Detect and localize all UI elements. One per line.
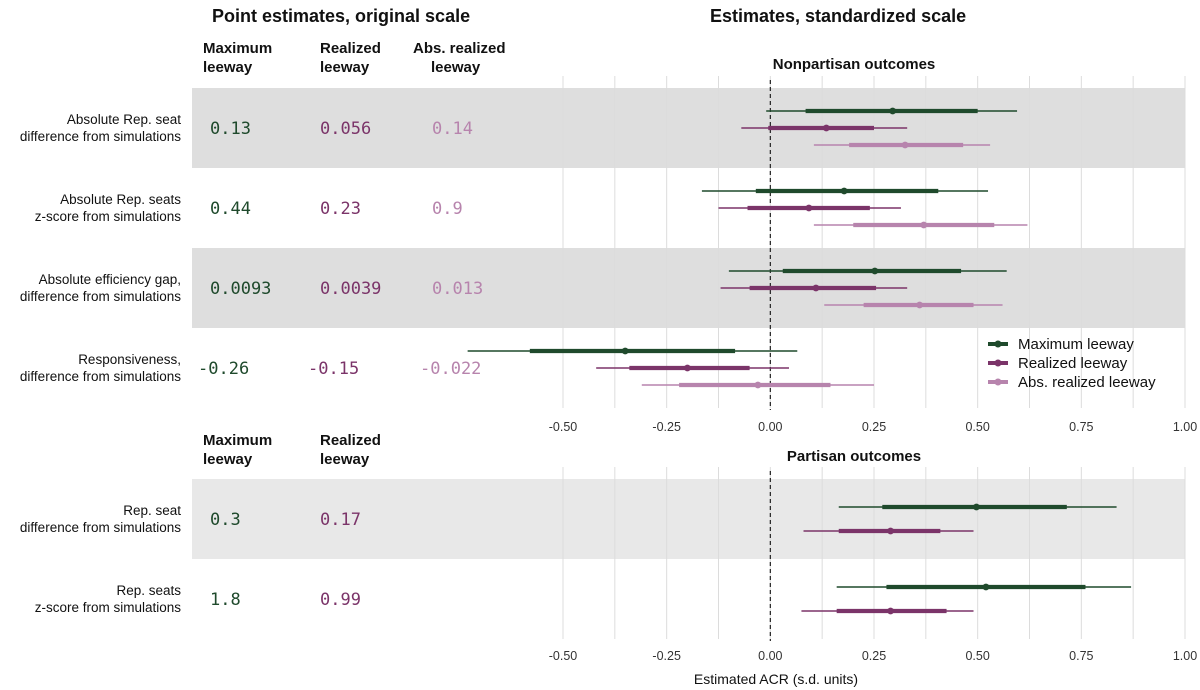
point-estimate-value: -0.022 <box>420 359 481 379</box>
column-header-line1: Maximum <box>203 432 272 449</box>
point-estimate-dot <box>805 204 813 212</box>
x-tick-label: 0.25 <box>862 420 886 434</box>
x-tick-label: -0.50 <box>549 420 578 434</box>
point-estimate-dot <box>916 301 924 309</box>
point-estimate-dot <box>871 267 879 275</box>
row-label-line2: z-score from simulations <box>35 600 182 615</box>
point-estimate-value: 0.44 <box>210 199 251 219</box>
column-header-line1: Realized <box>320 432 381 449</box>
x-tick-label: 0.00 <box>758 649 782 663</box>
point-estimate-dot <box>621 347 629 355</box>
legend-label: Abs. realized leeway <box>1018 374 1156 391</box>
point-estimate-value: 0.23 <box>320 199 361 219</box>
x-tick-label: 0.50 <box>965 649 989 663</box>
point-estimate-dot <box>812 284 820 292</box>
point-estimate-value: 0.9 <box>432 199 463 219</box>
legend-label: Realized leeway <box>1018 355 1128 372</box>
x-tick-label: 1.00 <box>1173 649 1197 663</box>
panel-title: Nonpartisan outcomes <box>773 56 936 73</box>
x-tick-label: 0.75 <box>1069 649 1093 663</box>
point-estimate-dot <box>887 527 894 535</box>
point-estimate-value: 0.013 <box>432 279 483 299</box>
point-estimate-dot <box>754 381 762 389</box>
point-estimate-dot <box>684 364 691 372</box>
point-estimate-dot <box>840 187 848 195</box>
row-label-line2: difference from simulations <box>20 129 181 144</box>
point-estimate-dot <box>982 583 990 591</box>
point-estimate-value: 0.0093 <box>210 279 271 299</box>
row-band <box>192 248 1185 328</box>
point-estimate-value: 1.8 <box>210 590 241 610</box>
right-section-title: Estimates, standardized scale <box>710 6 966 26</box>
row-label-line1: Rep. seats <box>116 583 181 598</box>
row-band <box>192 88 1185 168</box>
legend-swatch-dot <box>994 378 1002 386</box>
panel-title: Partisan outcomes <box>787 448 921 465</box>
column-header-line2: leeway <box>203 59 253 76</box>
row-label-line1: Absolute efficiency gap, <box>39 272 181 287</box>
x-tick-label: 1.00 <box>1173 420 1197 434</box>
column-header-line1: Realized <box>320 40 381 57</box>
row-label-line1: Responsiveness, <box>78 352 181 367</box>
x-tick-label: -0.25 <box>652 649 681 663</box>
column-header-line2: leeway <box>203 451 253 468</box>
point-estimate-value: 0.13 <box>210 119 251 139</box>
row-label-line1: Absolute Rep. seats <box>60 192 181 207</box>
point-estimate-dot <box>822 124 830 132</box>
x-tick-label: 0.75 <box>1069 420 1093 434</box>
point-estimate-value: 0.0039 <box>320 279 381 299</box>
column-header-line2: leeway <box>320 451 370 468</box>
point-estimate-value: 0.3 <box>210 510 241 530</box>
row-label-line2: z-score from simulations <box>35 209 182 224</box>
row-label-line2: difference from simulations <box>20 369 181 384</box>
point-estimate-dot <box>889 107 897 115</box>
point-estimate-value: 0.99 <box>320 590 361 610</box>
point-estimate-dot <box>887 607 894 615</box>
point-estimate-value: 0.056 <box>320 119 371 139</box>
point-estimate-value: 0.14 <box>432 119 473 139</box>
row-label-line2: difference from simulations <box>20 289 181 304</box>
x-axis-title: Estimated ACR (s.d. units) <box>694 671 858 687</box>
x-tick-label: 0.00 <box>758 420 782 434</box>
column-header-line1: Maximum <box>203 40 272 57</box>
x-tick-label: 0.50 <box>965 420 989 434</box>
point-estimate-dot <box>901 141 909 149</box>
x-tick-label: -0.25 <box>652 420 681 434</box>
column-header-line1: Abs. realized <box>413 40 506 57</box>
legend-swatch-dot <box>994 340 1002 348</box>
point-estimate-value: -0.26 <box>198 359 249 379</box>
point-estimate-dot <box>920 221 928 229</box>
left-section-title: Point estimates, original scale <box>212 6 470 26</box>
row-label-line2: difference from simulations <box>20 520 181 535</box>
point-estimate-value: -0.15 <box>308 359 359 379</box>
row-band <box>192 479 1185 559</box>
point-estimate-dot <box>973 503 980 511</box>
row-label-line1: Absolute Rep. seat <box>67 112 181 127</box>
legend-label: Maximum leeway <box>1018 336 1134 353</box>
point-estimate-value: 0.17 <box>320 510 361 530</box>
legend-swatch-dot <box>994 359 1002 367</box>
row-label-line1: Rep. seat <box>123 503 181 518</box>
column-header-line2: leeway <box>320 59 370 76</box>
x-tick-label: -0.50 <box>549 649 578 663</box>
column-header-line2: leeway <box>431 59 481 76</box>
x-tick-label: 0.25 <box>862 649 886 663</box>
